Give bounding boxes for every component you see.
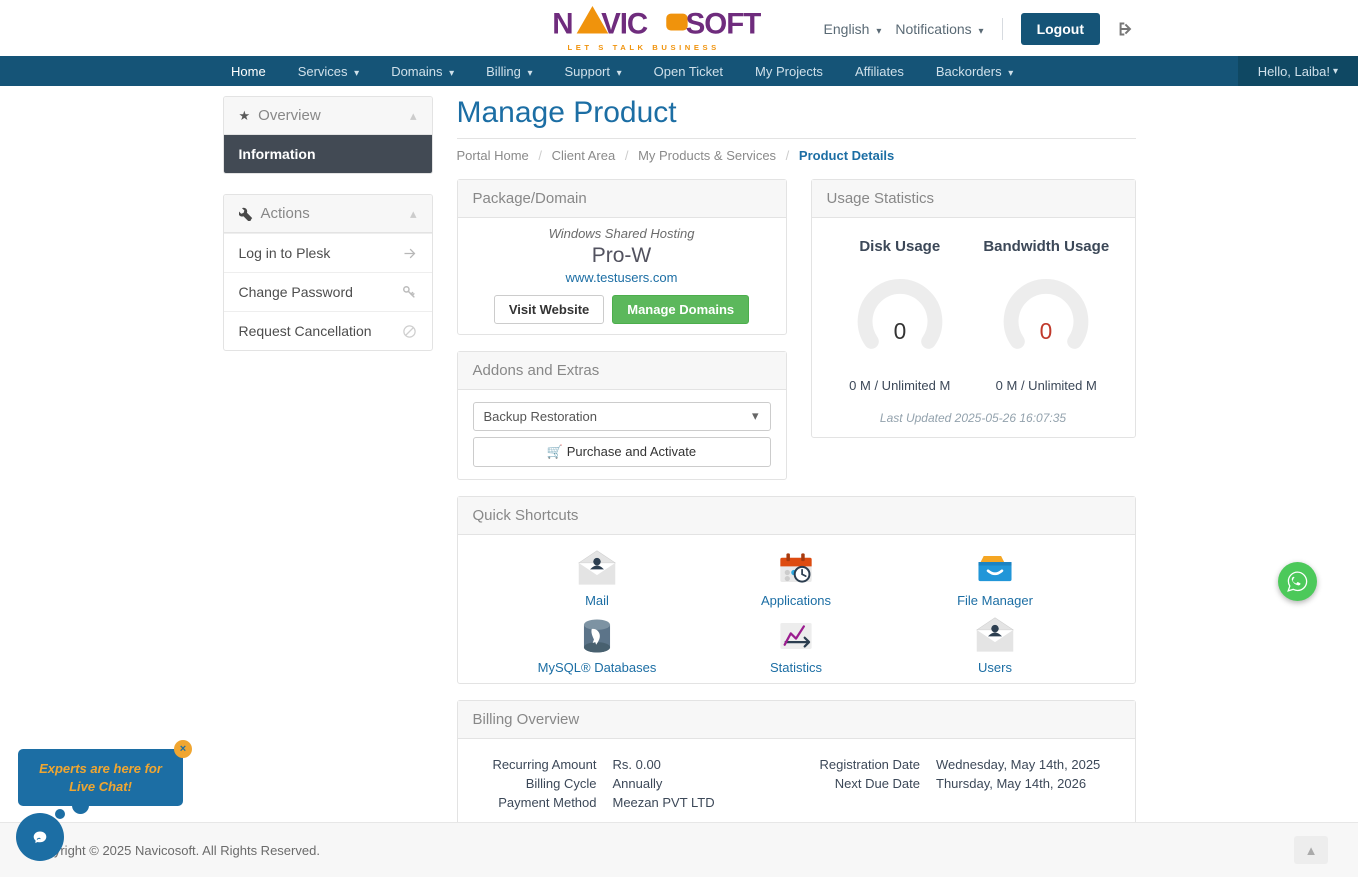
svg-text:SOFT: SOFT: [685, 8, 761, 41]
svg-text:0: 0: [1040, 318, 1053, 344]
svg-text:0: 0: [893, 318, 906, 344]
svg-text:N: N: [552, 8, 572, 41]
svg-text:VIC: VIC: [601, 8, 648, 41]
svg-text:LET S TALK BUSINESS: LET S TALK BUSINESS: [567, 43, 719, 52]
